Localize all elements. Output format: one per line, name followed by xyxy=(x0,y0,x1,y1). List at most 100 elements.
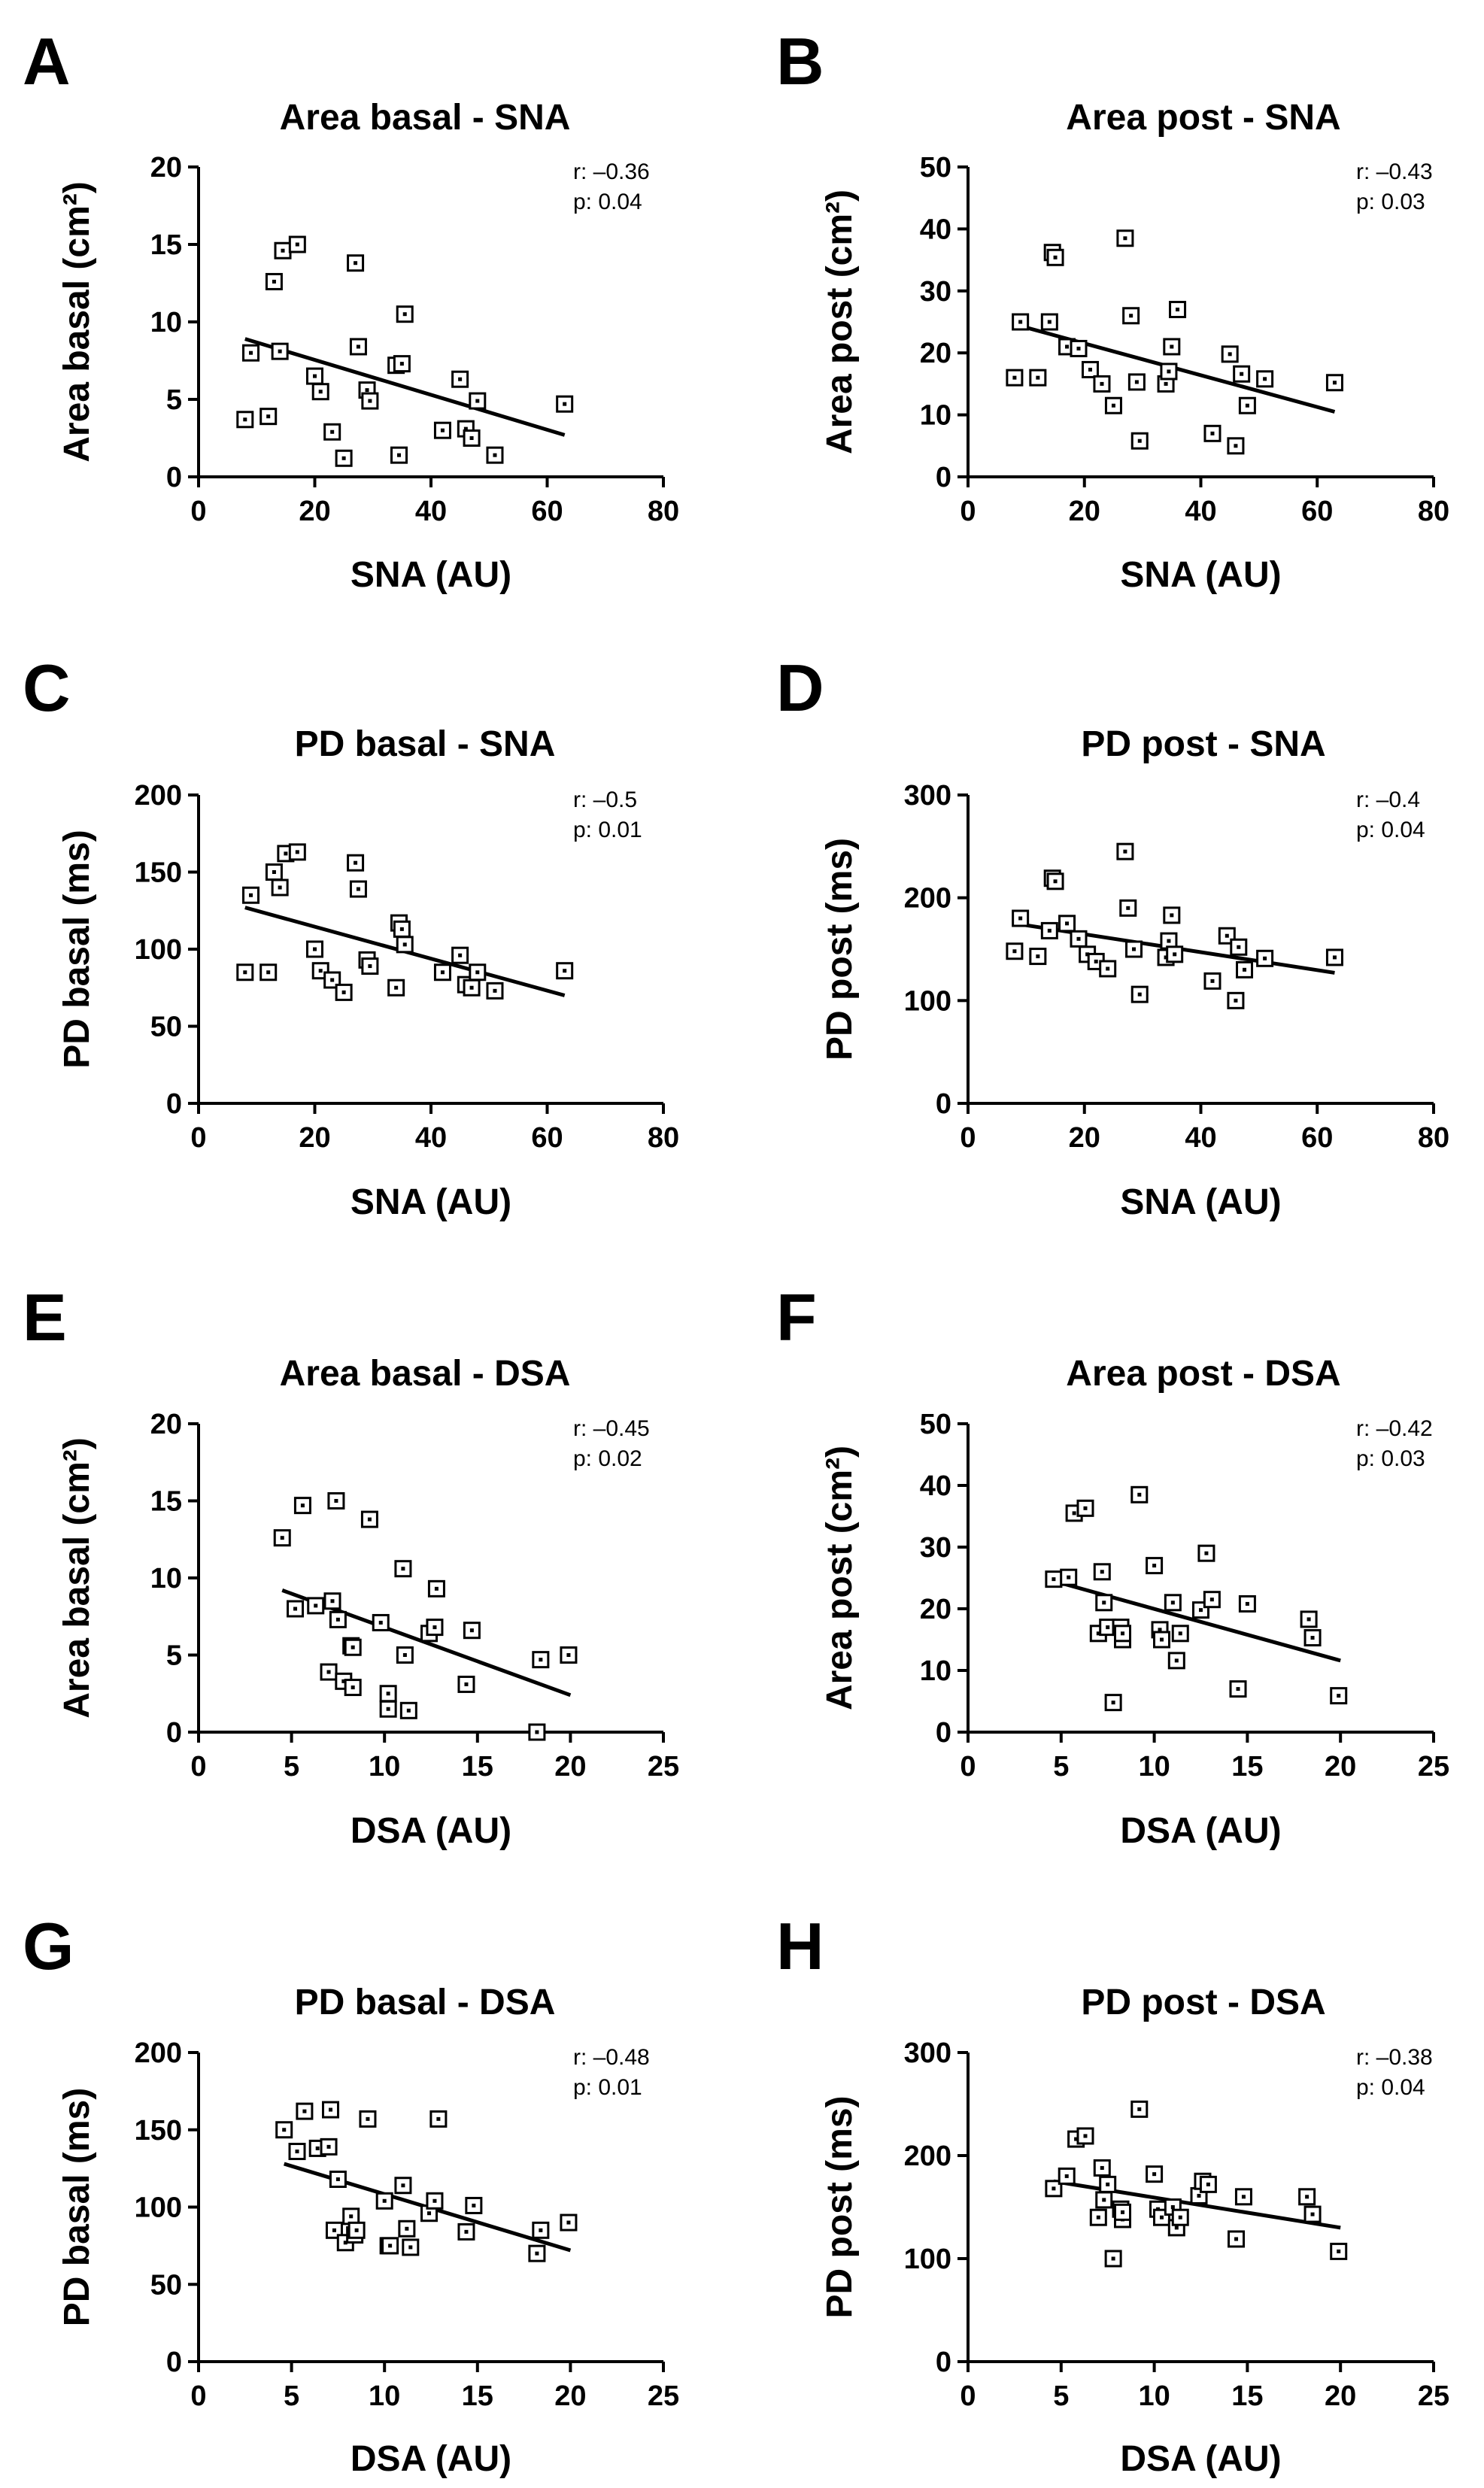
data-point-center xyxy=(1052,1577,1056,1582)
x-axis-label: SNA (AU) xyxy=(1120,555,1281,595)
data-point-center xyxy=(343,2241,347,2245)
data-point-center xyxy=(1076,936,1081,941)
data-point-center xyxy=(1137,2107,1142,2111)
x-tick-label: 0 xyxy=(960,2380,976,2412)
data-point-center xyxy=(1052,2186,1056,2191)
data-point xyxy=(556,395,574,413)
y-tick-label: 0 xyxy=(166,1717,182,1749)
data-point-center xyxy=(334,1499,338,1503)
data-point xyxy=(1238,1594,1256,1613)
data-point xyxy=(1146,1557,1164,1575)
data-point xyxy=(349,338,367,356)
data-point xyxy=(1169,301,1187,319)
chart-title: Area basal - SNA xyxy=(280,98,571,138)
data-point xyxy=(335,449,353,467)
data-point xyxy=(344,1638,362,1656)
data-point-center xyxy=(302,2109,307,2113)
data-point-center xyxy=(1236,1687,1240,1692)
data-point-center xyxy=(351,1685,355,1690)
y-tick-label: 5 xyxy=(166,1640,182,1672)
data-point-center xyxy=(1170,344,1174,349)
data-point-center xyxy=(1332,381,1337,385)
data-point xyxy=(273,1529,291,1547)
data-point-center xyxy=(335,2177,340,2182)
y-tick-label: 200 xyxy=(135,2037,182,2069)
data-point-center xyxy=(1053,255,1058,259)
x-axis-label: SNA (AU) xyxy=(351,1182,511,1222)
data-point-center xyxy=(566,1653,571,1657)
data-point xyxy=(1303,2205,1322,2223)
data-point-center xyxy=(1174,1658,1179,1663)
data-point-center xyxy=(1123,236,1127,241)
data-point xyxy=(1229,1680,1247,1698)
data-point-center xyxy=(1126,906,1130,910)
data-point xyxy=(1058,915,1076,933)
data-point-center xyxy=(1170,1601,1175,1605)
data-point xyxy=(329,1610,347,1628)
data-point-center xyxy=(354,2228,359,2232)
x-axis-label: DSA (AU) xyxy=(351,1811,511,1851)
data-point-center xyxy=(463,426,468,431)
data-point xyxy=(1298,2188,1316,2206)
data-point xyxy=(451,946,469,964)
x-tick-label: 60 xyxy=(1301,1122,1333,1154)
data-point-center xyxy=(1072,1511,1076,1516)
data-point xyxy=(381,2237,399,2255)
data-point xyxy=(387,979,405,997)
data-point-center xyxy=(326,2144,331,2149)
data-point xyxy=(528,2244,546,2262)
data-point xyxy=(360,1510,378,1528)
x-tick-label: 20 xyxy=(299,496,330,527)
y-tick-label: 20 xyxy=(920,1594,951,1625)
data-point xyxy=(1160,363,1178,381)
data-point xyxy=(1199,2175,1217,2193)
data-point-center xyxy=(266,970,271,975)
x-tick-label: 40 xyxy=(415,496,447,527)
data-point-center xyxy=(1210,979,1215,983)
data-point-center xyxy=(1225,933,1229,938)
data-point xyxy=(1093,2159,1111,2177)
chart-panel-e: E Area basal - DSA 0 5 10 15 20 0 5 10 15 20 25 DSA (… xyxy=(23,1280,679,1851)
chart-title: PD basal - SNA xyxy=(295,724,556,764)
y-tick-label: 5 xyxy=(166,384,182,416)
data-point xyxy=(1006,369,1024,387)
data-point xyxy=(1076,2127,1094,2145)
y-tick-label: 20 xyxy=(150,1409,182,1440)
x-tick-label: 40 xyxy=(1185,1122,1216,1154)
data-point xyxy=(1130,985,1149,1003)
data-point xyxy=(372,1613,390,1631)
data-point-center xyxy=(295,2150,299,2154)
data-point xyxy=(1116,842,1134,860)
data-point-center xyxy=(1018,916,1023,921)
data-point-center xyxy=(458,953,463,957)
data-point-center xyxy=(1083,2134,1088,2138)
data-point xyxy=(486,982,504,1000)
data-point-center xyxy=(1160,1637,1164,1642)
data-point xyxy=(322,2101,340,2119)
y-axis-label: Area basal (cm²) xyxy=(57,181,97,462)
data-point xyxy=(1099,2175,1117,2193)
data-point xyxy=(1203,972,1221,990)
y-axis-label: Area basal (cm²) xyxy=(57,1437,97,1718)
r-value: r: –0.43 xyxy=(1356,159,1433,184)
data-point xyxy=(1029,948,1047,966)
data-point-center xyxy=(1199,1608,1203,1613)
y-tick-label: 100 xyxy=(135,2192,182,2224)
x-tick-label: 20 xyxy=(1325,1751,1356,1783)
data-point-center xyxy=(318,390,323,394)
data-point-center xyxy=(1064,2174,1069,2178)
data-point xyxy=(361,957,379,975)
panel-letter: A xyxy=(23,24,71,99)
data-point xyxy=(379,1700,397,1718)
p-value: p: 0.01 xyxy=(573,2075,642,2100)
chart-panel-h: H PD post - DSA 0 100 200 300 0 5 10 15 20 25 DSA (A… xyxy=(776,1909,1449,2479)
x-tick-label: 20 xyxy=(554,1751,586,1783)
x-tick-label: 10 xyxy=(369,2380,400,2412)
data-point xyxy=(320,1663,338,1681)
data-point xyxy=(1104,396,1122,414)
y-tick-label: 300 xyxy=(904,2037,951,2069)
data-point xyxy=(426,1619,444,1637)
data-point-center xyxy=(1164,955,1168,960)
data-point xyxy=(390,446,408,464)
